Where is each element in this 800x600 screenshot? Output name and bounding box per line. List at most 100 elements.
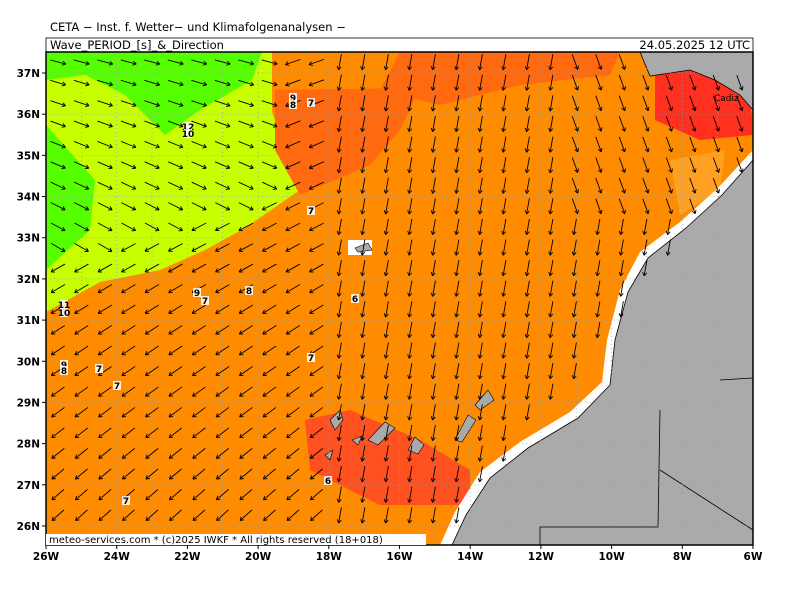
arrow-head [156,206,160,211]
arrow-head [571,230,575,235]
arrow-head [574,87,579,91]
arrow-shaft [620,218,624,235]
arrow-head [479,169,483,174]
arrow-head [98,478,103,480]
arrow-head [595,292,598,297]
arrow-shaft [432,342,436,359]
arrow-head [227,81,231,86]
arrow-head [385,128,389,132]
arrow-head [216,516,219,521]
arrow-head [600,168,603,173]
arrow-shaft [549,136,554,153]
arrow-shaft [74,263,89,273]
arrow-head [524,148,528,153]
arrow-head [215,226,218,231]
arrow-head [718,86,720,91]
arrow-head [361,107,366,112]
arrow-shaft [121,427,136,439]
arrow-head [548,148,551,153]
arrow-head [338,87,342,91]
arrow-head [644,169,649,173]
arrow-head [361,210,366,215]
arrow-shaft [689,74,696,91]
arrow-shaft [571,116,579,132]
arrow-head [596,251,601,256]
arrow-shaft [361,363,366,379]
arrow-head [249,105,254,108]
arrow-head [263,516,266,521]
arrow-head [131,167,136,170]
arrow-shaft [479,177,483,194]
arrow-shaft [642,136,649,153]
arrow-shaft [308,79,325,86]
arrow-head [238,247,242,252]
arrow-shaft [549,54,554,70]
arrow-head [109,143,113,148]
arrow-shaft [192,325,206,335]
arrow-shaft [121,222,136,231]
arrow-shaft [408,363,413,379]
arrow-shaft [573,280,577,297]
arrow-head [262,309,265,314]
arrow-shaft [191,222,207,231]
arrow-shaft [309,427,324,439]
arrow-shaft [121,202,136,211]
arrow-head [74,371,77,376]
arrow-shaft [385,95,389,112]
arrow-shaft [192,509,206,521]
arrow-shaft [361,115,366,132]
arrow-head [501,333,504,338]
arrow-head [718,189,720,194]
arrow-head [238,351,242,356]
arrow-head [477,374,481,380]
arrow-head [621,169,626,173]
arrow-shaft [361,321,366,338]
arrow-shaft [385,218,389,235]
arrow-head [383,271,387,277]
arrow-head [385,66,389,71]
arrow-head [432,66,436,71]
direction-arrows [50,54,744,524]
arrow-shaft [455,404,460,421]
arrow-head [455,354,460,359]
arrow-head [407,477,410,483]
arrow-head [274,123,278,127]
arrow-head [360,127,363,132]
arrow-head [647,106,650,111]
arrow-head [597,210,602,215]
arrow-head [145,516,148,521]
arrow-shaft [214,120,231,127]
arrow-head [360,292,363,297]
arrow-head [338,313,342,318]
arrow-shaft [74,407,89,418]
arrow-head [144,268,148,273]
arrow-head [715,169,720,173]
arrow-shaft [51,489,65,501]
arrow-head [51,498,56,501]
arrow-head [51,433,54,438]
arrow-head [526,293,530,297]
arrow-shaft [712,116,720,132]
arrow-head [479,128,483,132]
arrow-shaft [665,198,673,214]
arrow-shaft [665,177,673,194]
arrow-head [571,271,575,277]
arrow-head [227,164,231,169]
arrow-head [239,433,242,438]
contour-label: 7 [308,99,314,109]
arrow-head [597,190,602,194]
lat-label: 27N [17,480,40,492]
arrow-head [548,333,551,338]
arrow-shaft [74,345,89,356]
arrow-head [61,105,66,108]
arrow-head [526,354,530,359]
arrow-head [621,190,626,194]
arrow-head [62,102,66,107]
arrow-head [741,106,744,111]
arrow-head [526,251,530,256]
arrow-head [407,354,410,359]
arrow-head [309,413,313,418]
arrow-shaft [168,222,183,231]
arrow-head [715,149,720,153]
arrow-shaft [286,468,300,480]
